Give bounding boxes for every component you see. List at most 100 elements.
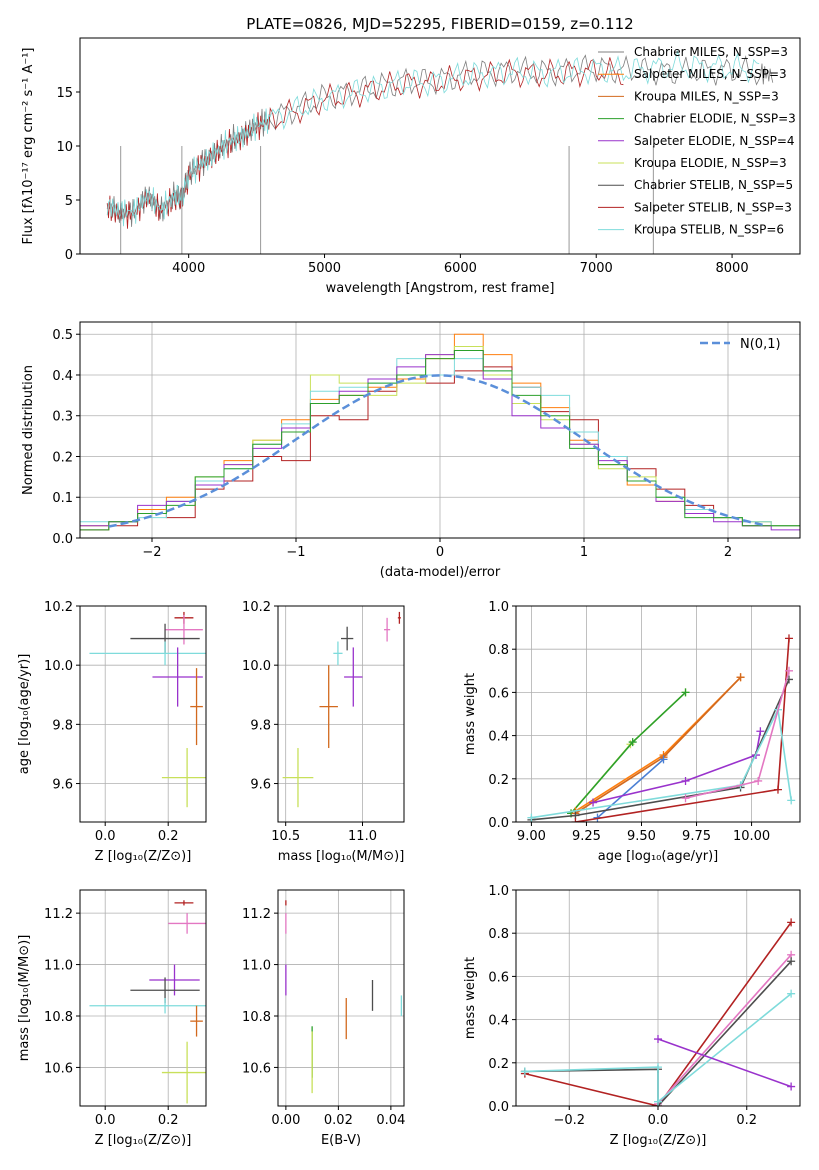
y-tick-label: 0.2 <box>488 773 509 788</box>
x-tick-label: 9.50 <box>627 829 656 844</box>
x-tick-label: −2 <box>142 545 161 560</box>
mass-weight-marker <box>659 755 668 764</box>
y-tick-label: 0.0 <box>488 816 509 831</box>
legend-label: Kroupa MILES, N_SSP=3 <box>634 89 779 103</box>
mass-weight-marker <box>681 776 690 785</box>
mass-weight-line <box>524 993 792 1104</box>
mass-weight-marker <box>787 796 796 805</box>
legend-label: Chabrier STELIB, N_SSP=5 <box>634 178 793 192</box>
legend-label: Kroupa ELODIE, N_SSP=3 <box>634 156 787 170</box>
y-tick-label: 1.0 <box>488 884 509 899</box>
x-tick-label: 0.02 <box>324 1113 353 1128</box>
y-tick-label: 10.8 <box>242 1010 271 1025</box>
mass-weight-line <box>596 758 665 819</box>
x-tick-label: 10.5 <box>271 829 300 844</box>
x-axis-label: age [log₁₀(age/yr)] <box>598 849 719 864</box>
axes-frame <box>277 889 405 1107</box>
plot-area-massweight_vs_age <box>527 634 796 822</box>
mass-weight-marker <box>520 1067 529 1076</box>
mass-weight-marker <box>784 666 793 675</box>
y-axis-label: Normed distribution <box>21 365 36 495</box>
spectrum-series-line <box>106 57 624 229</box>
gaussian-curve <box>108 374 765 528</box>
y-tick-label: 10.8 <box>44 1010 73 1025</box>
legend-label: Salpeter STELIB, N_SSP=3 <box>634 200 792 214</box>
plot-area-mass_vs_ebv <box>285 900 403 1094</box>
y-tick-label: 0.2 <box>52 450 73 465</box>
panel-massweight_vs_age <box>512 605 801 826</box>
plot-area-residuals <box>80 333 800 531</box>
residual-histogram-step <box>80 350 800 531</box>
figure-title: PLATE=0826, MJD=52295, FIBERID=0159, z=0… <box>246 15 633 33</box>
legend-label: Kroupa STELIB, N_SSP=6 <box>634 223 784 237</box>
panel-massweight_vs_Z <box>512 889 801 1110</box>
axes-frame <box>277 605 405 823</box>
y-tick-label: 10.6 <box>242 1061 271 1076</box>
panel-mass_vs_Z <box>76 889 207 1110</box>
x-axis-label: E(B-V) <box>321 1133 361 1148</box>
y-tick-label: 0.6 <box>488 970 509 985</box>
y-tick-label: 0.4 <box>488 730 509 745</box>
x-axis-label: (data-model)/error <box>380 565 501 580</box>
mass-weight-marker <box>654 1097 662 1106</box>
y-tick-label: 0.2 <box>488 1057 509 1072</box>
mass-weight-marker <box>736 673 745 682</box>
mass-weight-marker <box>787 1082 796 1091</box>
y-tick-label: 10.6 <box>44 1061 73 1076</box>
y-tick-label: 10 <box>56 140 73 155</box>
y-tick-label: 5 <box>65 194 73 209</box>
y-tick-label: 0 <box>65 248 73 263</box>
y-tick-label: 0.1 <box>52 491 73 506</box>
x-tick-label: 9.25 <box>572 829 601 844</box>
x-tick-label: 6000 <box>444 261 477 276</box>
x-tick-label: 0.2 <box>736 1113 757 1128</box>
x-tick-label: −1 <box>286 545 305 560</box>
mass-weight-marker <box>787 989 796 998</box>
x-tick-label: 5000 <box>308 261 341 276</box>
mass-weight-marker <box>681 794 690 803</box>
y-tick-label: 10.2 <box>44 600 73 615</box>
panel-age_vs_mass <box>274 605 405 826</box>
x-tick-label: 9.00 <box>517 829 546 844</box>
mass-weight-line <box>592 731 762 804</box>
y-tick-label: 0.4 <box>488 1014 509 1029</box>
y-tick-label: 0.5 <box>52 328 73 343</box>
panel-residuals <box>76 321 801 542</box>
plot-area-age_vs_Z <box>89 611 206 808</box>
mass-weight-marker <box>571 818 580 822</box>
mass-weight-marker <box>784 634 793 643</box>
x-tick-label: 8000 <box>716 261 749 276</box>
y-tick-label: 11.0 <box>242 959 271 974</box>
y-tick-label: 9.6 <box>52 778 73 793</box>
axes-frame <box>79 889 207 1107</box>
y-tick-label: 10.2 <box>242 600 271 615</box>
x-tick-label: 4000 <box>172 261 205 276</box>
mass-weight-marker <box>773 785 782 794</box>
y-axis-label: mass weight <box>463 957 478 1039</box>
x-tick-label: 0.0 <box>95 829 116 844</box>
plot-area-mass_vs_Z <box>89 900 206 1104</box>
y-tick-label: 1.0 <box>488 600 509 615</box>
y-tick-label: 15 <box>56 86 73 101</box>
y-tick-label: 0.0 <box>52 532 73 547</box>
legend-label: Salpeter MILES, N_SSP=3 <box>634 67 787 81</box>
panel-mass_vs_ebv <box>274 889 405 1110</box>
y-tick-label: 0.4 <box>52 369 73 384</box>
y-tick-label: 0.0 <box>488 1100 509 1115</box>
y-tick-label: 0.3 <box>52 410 73 425</box>
mass-weight-line <box>657 1038 792 1088</box>
y-tick-label: 11.2 <box>44 907 73 922</box>
mass-weight-marker <box>654 1035 662 1044</box>
spectrum-series-line <box>106 49 760 227</box>
y-axis-label: mass [log₁₀(M/M⊙)] <box>17 935 32 1062</box>
y-tick-label: 11.0 <box>44 959 73 974</box>
panel-age_vs_Z <box>76 605 207 826</box>
x-axis-label: mass [log₁₀(M/M⊙)] <box>278 849 405 864</box>
x-axis-label: wavelength [Angstrom, rest frame] <box>326 281 555 296</box>
mass-weight-marker <box>628 738 637 747</box>
x-tick-label: 9.75 <box>682 829 711 844</box>
axes-frame <box>79 605 207 823</box>
x-tick-label: 0.0 <box>95 1113 116 1128</box>
plot-area-spectrum <box>106 49 774 254</box>
